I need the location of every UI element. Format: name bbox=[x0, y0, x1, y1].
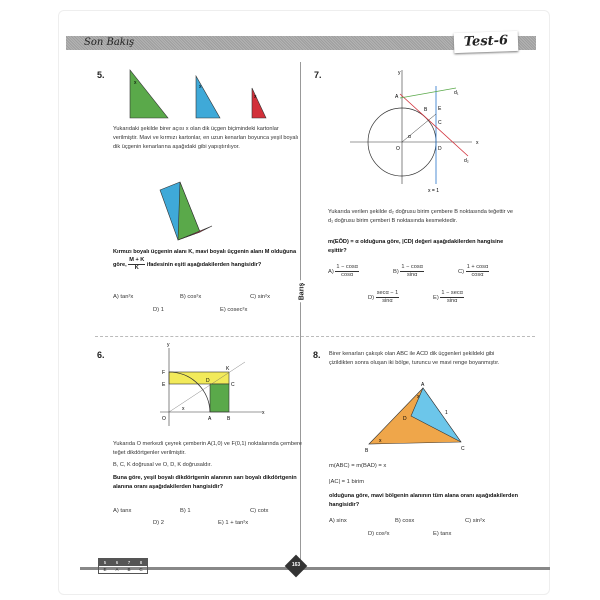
q8-number: 8. bbox=[313, 350, 321, 360]
q8-option-c[interactable]: C) sin²x bbox=[465, 518, 485, 524]
svg-text:A: A bbox=[208, 416, 212, 422]
svg-text:B: B bbox=[424, 107, 428, 113]
q6-option-d[interactable]: D) 2 bbox=[153, 520, 164, 526]
q6-text-2: B, C, K doğrusal ve O, D, K doğrusaldır. bbox=[113, 462, 212, 468]
svg-text:O: O bbox=[396, 146, 400, 152]
q8-option-a[interactable]: A) sinx bbox=[329, 518, 347, 524]
q5-question: Kırmızı boyalı üçgenin alanı K, mavi boy… bbox=[113, 249, 297, 271]
svg-text:y: y bbox=[167, 342, 170, 348]
q8-given-length: |AC| = 1 birim bbox=[329, 479, 365, 485]
footer-bar bbox=[80, 567, 550, 570]
q7-option-d[interactable]: D) secα − 1 sinα bbox=[368, 290, 400, 304]
red-part bbox=[177, 225, 213, 241]
q7-option-e[interactable]: E) 1 − secα sinα bbox=[433, 290, 464, 304]
q5-combined-figure bbox=[159, 181, 213, 241]
svg-text:E: E bbox=[162, 382, 166, 388]
q8-option-b[interactable]: B) cosx bbox=[395, 518, 415, 524]
line-d2 bbox=[399, 93, 469, 157]
q7-text: Yukarıda verilen şekilde d₂ doğrusu biri… bbox=[328, 209, 513, 224]
quarter-arc bbox=[168, 371, 211, 413]
q5-option-d[interactable]: D) 1 bbox=[153, 307, 164, 313]
q5-option-b[interactable]: B) cos²x bbox=[180, 294, 202, 300]
svg-text:x: x bbox=[182, 406, 185, 412]
svg-text:1: 1 bbox=[445, 410, 448, 416]
q8-question: olduğuna göre, mavi bölgenin alanının tü… bbox=[329, 493, 518, 508]
blue-triangle bbox=[195, 74, 221, 119]
svg-text:α: α bbox=[408, 134, 411, 140]
svg-text:D: D bbox=[403, 416, 407, 422]
svg-text:C: C bbox=[231, 382, 235, 388]
angle-label: x bbox=[254, 94, 257, 100]
q8-given-angles: m(ABC) = m(BAD) = x bbox=[329, 463, 387, 469]
svg-text:D: D bbox=[206, 378, 210, 384]
yellow-rectangle bbox=[168, 371, 230, 385]
q5-text: Yukarıdaki şekilde birer açısı x olan di… bbox=[113, 126, 299, 150]
q5-number: 5. bbox=[97, 70, 105, 80]
header-title: Son Bakış bbox=[84, 37, 135, 48]
header-bar bbox=[66, 36, 536, 50]
q7-unit-circle-figure: y x A B E C O D d₁ d₂ α x = 1 bbox=[350, 70, 479, 194]
q7-number: 7. bbox=[314, 70, 322, 80]
q7-option-c[interactable]: C) 1 + cosα cosα bbox=[458, 264, 490, 278]
red-triangle bbox=[251, 87, 267, 119]
svg-text:C: C bbox=[438, 120, 442, 126]
q8-option-e[interactable]: E) tanx bbox=[433, 531, 452, 537]
q7-option-a[interactable]: A) 1 − cosα cosα bbox=[328, 264, 359, 278]
test-label: Test-6 bbox=[453, 30, 519, 54]
svg-text:y: y bbox=[398, 70, 401, 76]
green-part bbox=[177, 181, 201, 241]
svg-text:d₁: d₁ bbox=[454, 90, 459, 96]
q5-option-e[interactable]: E) cosec²x bbox=[220, 307, 248, 313]
q5-option-a[interactable]: A) tan²x bbox=[113, 294, 134, 300]
side-label: Barış bbox=[298, 280, 306, 303]
row-divider bbox=[95, 336, 535, 337]
svg-text:x: x bbox=[262, 410, 265, 416]
svg-text:K: K bbox=[226, 366, 230, 372]
svg-text:F: F bbox=[162, 370, 165, 376]
svg-text:C: C bbox=[461, 446, 465, 452]
green-triangle bbox=[129, 69, 169, 119]
svg-text:D: D bbox=[438, 146, 442, 152]
angle-label: x bbox=[134, 80, 137, 86]
q6-option-e[interactable]: E) 1 + tan²x bbox=[218, 520, 249, 526]
line-d1 bbox=[399, 87, 457, 99]
svg-text:x: x bbox=[476, 140, 479, 146]
svg-text:x: x bbox=[417, 394, 420, 400]
q8-option-d[interactable]: D) cos²x bbox=[368, 531, 390, 537]
svg-text:x = 1: x = 1 bbox=[428, 188, 439, 194]
q5-triangles-figure: x x x bbox=[129, 69, 267, 119]
svg-text:x: x bbox=[379, 438, 382, 444]
angle-label: x bbox=[199, 84, 202, 90]
q6-option-a[interactable]: A) tanx bbox=[113, 508, 132, 514]
q6-quarter-circle-figure: y x FE K D C O A B x bbox=[160, 342, 265, 426]
svg-text:A: A bbox=[395, 94, 399, 100]
svg-text:d₂: d₂ bbox=[464, 158, 469, 164]
page-number: 163 bbox=[291, 562, 301, 568]
svg-text:O: O bbox=[162, 416, 166, 422]
q8-triangles-figure: A B C D 1 x x bbox=[365, 382, 465, 452]
q7-option-b[interactable]: B) 1 − cosα sinα bbox=[393, 264, 424, 278]
column-divider bbox=[300, 62, 301, 562]
q6-option-c[interactable]: C) cotx bbox=[250, 508, 269, 514]
svg-text:B: B bbox=[227, 416, 231, 422]
q7-question: m(EÔD) = α olduğuna göre, |CD| değeri aş… bbox=[328, 239, 504, 254]
q6-option-b[interactable]: B) 1 bbox=[180, 508, 191, 514]
green-rectangle bbox=[209, 383, 230, 413]
q5-option-c[interactable]: C) sin²x bbox=[250, 294, 270, 300]
blue-region bbox=[410, 387, 462, 443]
q6-question: Buna göre, yeşil boyalı dikdörtgenin ala… bbox=[113, 475, 297, 490]
svg-text:E: E bbox=[438, 106, 442, 112]
svg-text:B: B bbox=[365, 448, 369, 452]
svg-text:A: A bbox=[421, 382, 425, 388]
q8-text: Birer kenarları çakışık olan ABC ile ACD… bbox=[329, 351, 500, 366]
q6-number: 6. bbox=[97, 350, 105, 360]
q6-text: Yukarıda O merkezli çeyrek çemberin A(1,… bbox=[113, 441, 303, 456]
